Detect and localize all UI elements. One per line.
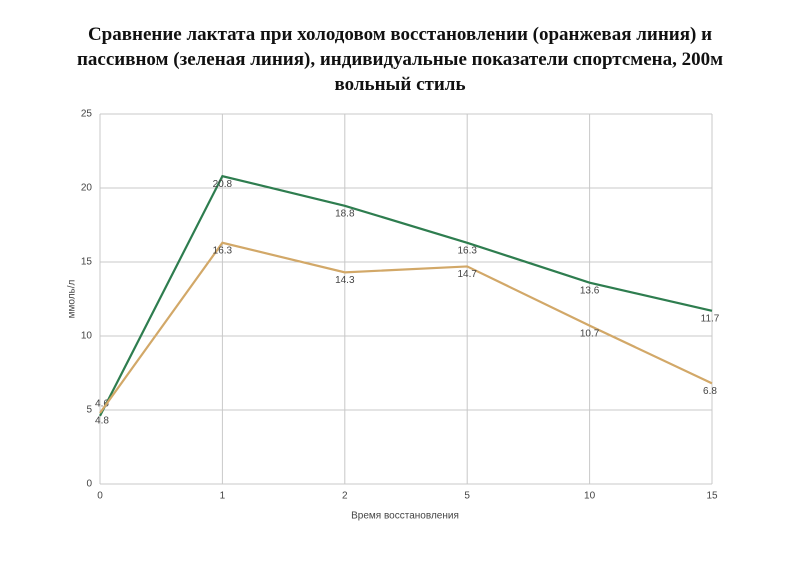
x-tick-label: 5 bbox=[464, 491, 470, 502]
x-tick-label: 1 bbox=[220, 491, 226, 502]
y-tick-label: 20 bbox=[81, 183, 93, 194]
data-label: 20.8 bbox=[213, 179, 233, 190]
series-line bbox=[99, 241, 713, 414]
y-tick-label: 10 bbox=[81, 331, 93, 342]
data-label: 13.6 bbox=[580, 285, 600, 296]
y-tick-label: 5 bbox=[86, 405, 92, 416]
data-label: 6.8 bbox=[703, 386, 717, 397]
x-tick-label: 15 bbox=[706, 491, 718, 502]
data-label: 4.6 bbox=[95, 399, 109, 410]
x-tick-label: 0 bbox=[97, 491, 103, 502]
x-axis-label: Время восстановления bbox=[351, 511, 459, 522]
data-label: 11.7 bbox=[701, 313, 720, 324]
data-label: 14.7 bbox=[457, 269, 477, 280]
x-tick-label: 2 bbox=[342, 491, 348, 502]
y-tick-label: 25 bbox=[81, 109, 93, 120]
data-label: 14.3 bbox=[335, 275, 355, 286]
chart-title: Сравнение лактата при холодовом восстано… bbox=[76, 24, 724, 95]
data-label: 18.8 bbox=[335, 208, 355, 219]
data-label: 10.7 bbox=[580, 328, 600, 339]
y-tick-label: 0 bbox=[86, 479, 92, 490]
y-tick-label: 15 bbox=[81, 257, 93, 268]
data-label: 16.3 bbox=[457, 245, 477, 256]
series-line bbox=[99, 174, 713, 417]
data-label: 4.8 bbox=[95, 416, 109, 427]
y-axis-label: ммоль/л bbox=[67, 279, 78, 318]
x-tick-label: 10 bbox=[584, 491, 596, 502]
data-label: 16.3 bbox=[213, 245, 233, 256]
